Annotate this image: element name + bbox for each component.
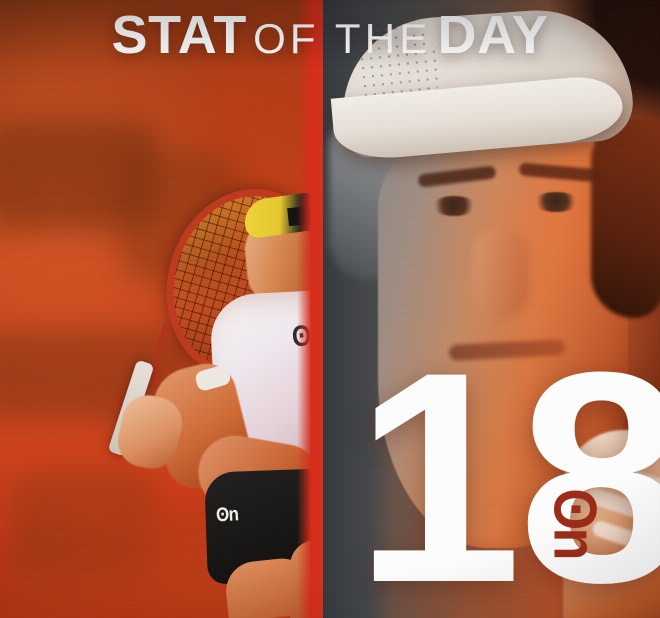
portrait-hair — [591, 118, 660, 318]
portrait-eye-left — [431, 196, 477, 216]
panel-seam-divider — [297, 0, 323, 618]
headline: STAT OF THE DAY — [0, 0, 660, 66]
right-panel-portrait — [323, 0, 660, 618]
portrait-eye-right — [533, 192, 579, 212]
headline-part-day: DAY — [437, 5, 549, 65]
headline-part-of-the: OF THE — [253, 15, 432, 62]
headline-part-stat: STAT — [111, 5, 248, 65]
on-brand-logo-shorts: ʘn — [215, 503, 239, 526]
on-brand-logo-in-number: ʘn — [541, 488, 609, 558]
tennis-player-figure: ʘn ʘn — [0, 0, 323, 618]
left-panel-action-photo: ʘn ʘn — [0, 0, 323, 618]
background-blur-blotch — [0, 120, 160, 230]
portrait-nose — [473, 230, 529, 320]
stat-number: 18 — [355, 309, 660, 618]
